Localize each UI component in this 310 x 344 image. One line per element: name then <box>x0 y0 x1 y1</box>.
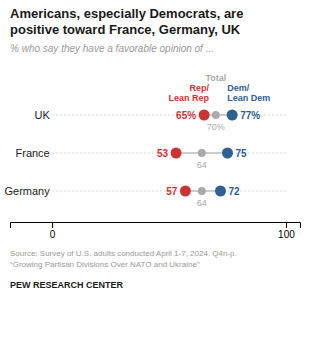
column-header: Lean Dem <box>227 93 270 103</box>
tick-mark <box>286 222 287 228</box>
column-header: Total <box>205 73 226 83</box>
title: Americans, especially Democrats, are <box>10 6 243 21</box>
subtitle: % who say they have a favorable opinion … <box>10 43 214 54</box>
x-axis: 0 100 <box>11 222 301 240</box>
labels: UK France Germany 65% 53 57 70% 64 64 77% 75 72 Rep/… <box>5 73 271 208</box>
data-label: 53 <box>157 148 169 159</box>
dot <box>199 110 210 121</box>
dot <box>198 187 206 195</box>
data-label: 70% <box>207 122 225 132</box>
plot-area <box>52 110 286 197</box>
title: positive toward France, Germany, UK <box>10 22 241 37</box>
dot <box>180 186 191 197</box>
annotation: PEW RESEARCH CENTER <box>10 280 124 290</box>
tick: 100 <box>278 222 295 240</box>
column-header: Dem/ <box>227 83 250 93</box>
dot <box>215 186 226 197</box>
dot <box>227 110 238 121</box>
column-header: Lean Rep <box>169 93 210 103</box>
data-label: 64 <box>197 160 207 170</box>
grid-line <box>52 153 286 154</box>
category-label: Germany <box>5 185 51 197</box>
category-label: UK <box>34 109 50 121</box>
annotation: “Growing Partisan Divisions Over NATO an… <box>10 260 200 269</box>
annotation: Source: Survey of U.S. adults conducted … <box>10 249 237 258</box>
category-label: France <box>16 147 50 159</box>
data-label: 65% <box>176 110 196 121</box>
dot <box>171 148 182 159</box>
data-label: 77% <box>240 110 260 121</box>
tick-mark <box>52 222 53 228</box>
data-label: 72 <box>228 186 240 197</box>
tick-label: 0 <box>50 229 56 240</box>
tick-label: 100 <box>278 229 295 240</box>
dot <box>222 148 233 159</box>
data-label: 64 <box>197 198 207 208</box>
x-axis-line <box>11 223 301 229</box>
dot <box>212 111 220 119</box>
data-label: 57 <box>166 186 178 197</box>
dot <box>198 149 206 157</box>
tick: 0 <box>50 222 56 240</box>
chart: Americans, especially Democrats, areposi… <box>0 0 310 344</box>
data-label: 75 <box>236 148 248 159</box>
column-header: Rep/ <box>190 83 210 93</box>
